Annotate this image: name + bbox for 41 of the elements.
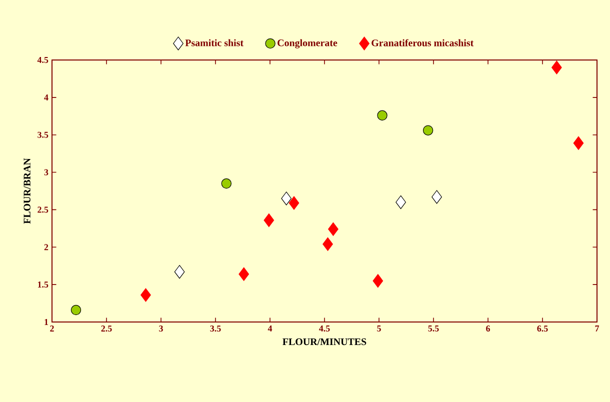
x-tick-label: 4 <box>268 326 272 332</box>
y-tick-label: 4.5 <box>37 56 48 64</box>
point <box>238 267 250 281</box>
legend-label: Psamitic shist <box>185 39 244 46</box>
point <box>372 274 384 288</box>
x-tick-label: 4.5 <box>319 326 330 332</box>
y-tick-label: 3.5 <box>38 132 48 138</box>
point <box>396 195 406 210</box>
x-tick-label: 7 <box>595 326 600 332</box>
x-tick-label: 6.5 <box>537 326 548 332</box>
point <box>288 196 300 210</box>
x-tick-label: 5.5 <box>428 326 439 332</box>
point <box>140 288 151 302</box>
y-tick-label: 3 <box>44 169 48 176</box>
y-tick-label: 1 <box>44 319 48 325</box>
x-tick-label: 6 <box>486 326 490 332</box>
point <box>221 178 232 189</box>
point <box>70 304 82 316</box>
point <box>322 237 333 251</box>
x-tick-label: 3.5 <box>210 326 221 332</box>
point <box>377 110 388 120</box>
point <box>174 265 185 279</box>
y-tick-label: 1.5 <box>38 282 48 288</box>
y-tick-label: 2.5 <box>38 206 48 213</box>
point <box>422 125 434 136</box>
x-axis-title: FLOUR/MINUTES <box>282 338 366 346</box>
legend-label: Conglomerate <box>278 39 338 48</box>
legend-label: Granatiferous micashist <box>372 39 474 46</box>
point <box>432 190 442 204</box>
point <box>328 222 338 236</box>
point <box>264 213 274 227</box>
y-tick-label: 4 <box>44 94 48 100</box>
point <box>573 136 584 150</box>
point <box>281 192 292 206</box>
y-tick-label: 2 <box>44 244 48 250</box>
x-tick-label: 5 <box>377 326 381 332</box>
x-tick-label: 2 <box>50 326 54 332</box>
point <box>552 60 562 74</box>
y-axis-title: FLOUR/BRAN <box>24 158 30 224</box>
x-tick-label: 3 <box>159 326 163 332</box>
x-tick-label: 2.5 <box>101 326 112 332</box>
